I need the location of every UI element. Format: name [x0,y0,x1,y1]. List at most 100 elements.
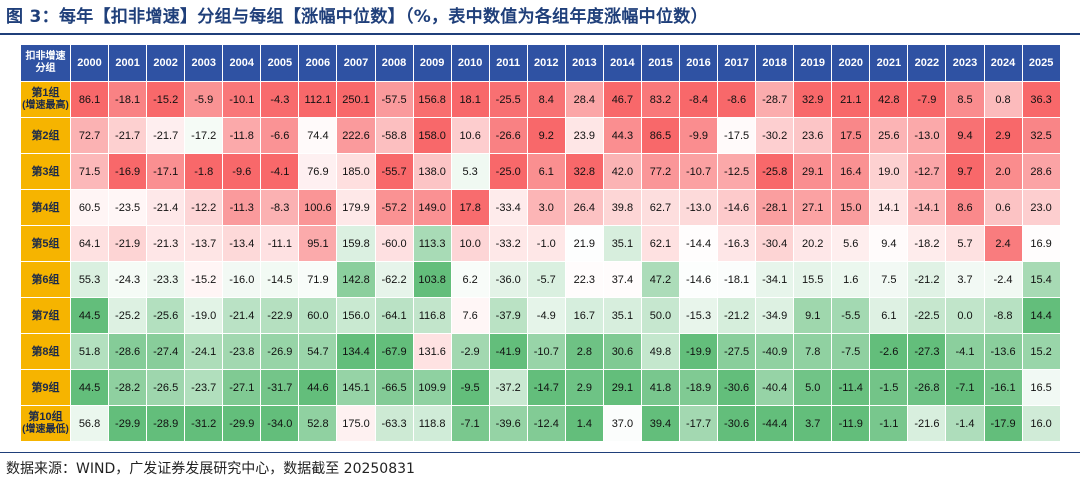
heatmap-cell: -1.1 [869,405,909,442]
heatmap-cell: -17.9 [983,405,1023,442]
header-row: 扣非增速 分组 2000 2001 2002 2003 2004 2005 2006 2007… [20,44,1061,82]
heatmap-cell: -24.3 [108,261,148,298]
heatmap-cell: 109.9 [412,369,452,406]
year-header: 2013 [564,44,604,82]
heatmap-cell: -27.4 [146,333,186,370]
heatmap-cell: 74.4 [298,117,338,154]
heatmap-cell: -31.2 [184,405,224,442]
heatmap-cell: -16.3 [717,225,757,262]
heatmap-cell: 42.0 [602,153,642,190]
year-header: 2006 [298,44,338,82]
heatmap-cell: 23.6 [793,117,833,154]
group-name: 第5组 [31,237,60,250]
heatmap-cell: -17.5 [717,117,757,154]
year-header: 2024 [983,44,1023,82]
heatmap-cell: -4.1 [945,333,985,370]
heatmap-cell: -13.7 [184,225,224,262]
heatmap-cell: -14.7 [526,369,566,406]
year-header: 2001 [108,44,148,82]
heatmap-cell: -10.1 [222,81,262,118]
corner-label-line1: 扣非增速 [25,51,66,62]
heatmap-cell: -63.3 [374,405,414,442]
heatmap-cell: -25.0 [488,153,528,190]
heatmap-cell: 25.6 [869,117,909,154]
group-row: 第3组 71.5 -16.9 -17.1 -1.8 -9.6 -4.1 76.9 185.0 -5… [20,153,1061,190]
heatmap-cell: 56.8 [69,405,110,442]
year-header: 2004 [222,44,262,82]
heatmap-cell: -60.0 [374,225,414,262]
heatmap-cell: -66.5 [374,369,414,406]
group-label: 第9组 [20,369,71,406]
heatmap-cell: 156.8 [412,81,452,118]
heatmap-cell: -17.7 [678,405,719,442]
heatmap-cell: 50.0 [640,297,681,334]
group-row: 第4组 60.5 -23.5 -21.4 -12.2 -11.3 -8.3 100.6 179.… [20,189,1061,226]
heatmap-cell: -13.0 [678,189,719,226]
group-row: 第6组 55.3 -24.3 -23.3 -15.2 -16.0 -14.5 71.9 142.… [20,261,1061,298]
heatmap-cell: 39.4 [640,405,681,442]
heatmap-cell: 9.1 [793,297,833,334]
source-note: 数据来源：WIND，广发证券发展研究中心，数据截至 20250831 [6,461,415,477]
heatmap-cell: 156.0 [336,297,376,334]
heatmap-cell: 44.3 [602,117,642,154]
heatmap-cell: 2.0 [983,153,1023,190]
heatmap-cell: -18.1 [108,81,148,118]
heatmap-cell: -57.5 [374,81,414,118]
heatmap-cell: -6.6 [260,117,300,154]
year-header: 2019 [793,44,833,82]
heatmap-cell: -11.3 [222,189,262,226]
heatmap-cell: 116.8 [412,297,452,334]
heatmap-cell: -26.6 [488,117,528,154]
heatmap-cell: -25.2 [108,297,148,334]
heatmap-cell: -30.6 [717,405,757,442]
heatmap-cell: 29.1 [602,369,642,406]
heatmap-cell: 21.9 [564,225,604,262]
heatmap-cell: 28.4 [564,81,604,118]
heatmap-cell: -5.9 [184,81,224,118]
heatmap-cell: 15.2 [1021,333,1061,370]
group-name: 第3组 [31,165,60,178]
heatmap-cell: 185.0 [336,153,376,190]
year-header: 2012 [526,44,566,82]
heatmap-cell: -8.6 [717,81,757,118]
heatmap-cell: 5.3 [450,153,490,190]
heatmap-cell: 10.0 [450,225,490,262]
year-header: 2020 [831,44,871,82]
heatmap-cell: -21.4 [146,189,186,226]
group-note: (增速最低) [22,424,69,435]
heatmap-cell: -64.1 [374,297,414,334]
heatmap-cell: 5.0 [793,369,833,406]
heatmap-cell: -7.1 [450,405,490,442]
year-header: 2016 [678,44,719,82]
heatmap-cell: -30.6 [717,369,757,406]
heatmap-cell: 44.5 [69,369,110,406]
heatmap-cell: 44.5 [69,297,110,334]
heatmap-cell: 138.0 [412,153,452,190]
heatmap-cell: -27.5 [717,333,757,370]
heatmap-cell: 32.9 [793,81,833,118]
heatmap-cell: -4.9 [526,297,566,334]
group-label: 第7组 [20,297,71,334]
heatmap-cell: -1.4 [945,405,985,442]
heatmap-cell: 41.8 [640,369,681,406]
year-header: 2010 [450,44,490,82]
year-header: 2002 [146,44,186,82]
year-header: 2021 [869,44,909,82]
heatmap-cell: -16.1 [983,369,1023,406]
heatmap-cell: 7.8 [793,333,833,370]
group-label: 第5组 [20,225,71,262]
group-label: 第3组 [20,153,71,190]
heatmap-cell: -28.7 [755,81,795,118]
group-row: 第5组 64.1 -21.9 -21.3 -13.7 -13.4 -11.1 95.1 159.… [20,225,1061,262]
heatmap-cell: 15.5 [793,261,833,298]
heatmap-cell: 131.6 [412,333,452,370]
heatmap-cell: 16.0 [1021,405,1061,442]
heatmap-cell: 1.4 [564,405,604,442]
heatmap-cell: -2.6 [869,333,909,370]
heatmap-cell: 32.5 [1021,117,1061,154]
heatmap-cell: 10.6 [450,117,490,154]
heatmap-table-container: 扣非增速 分组 2000 2001 2002 2003 2004 2005 2006 2007… [20,44,1061,442]
heatmap-cell: 62.1 [640,225,681,262]
heatmap-cell: -14.6 [717,189,757,226]
heatmap-cell: 76.9 [298,153,338,190]
